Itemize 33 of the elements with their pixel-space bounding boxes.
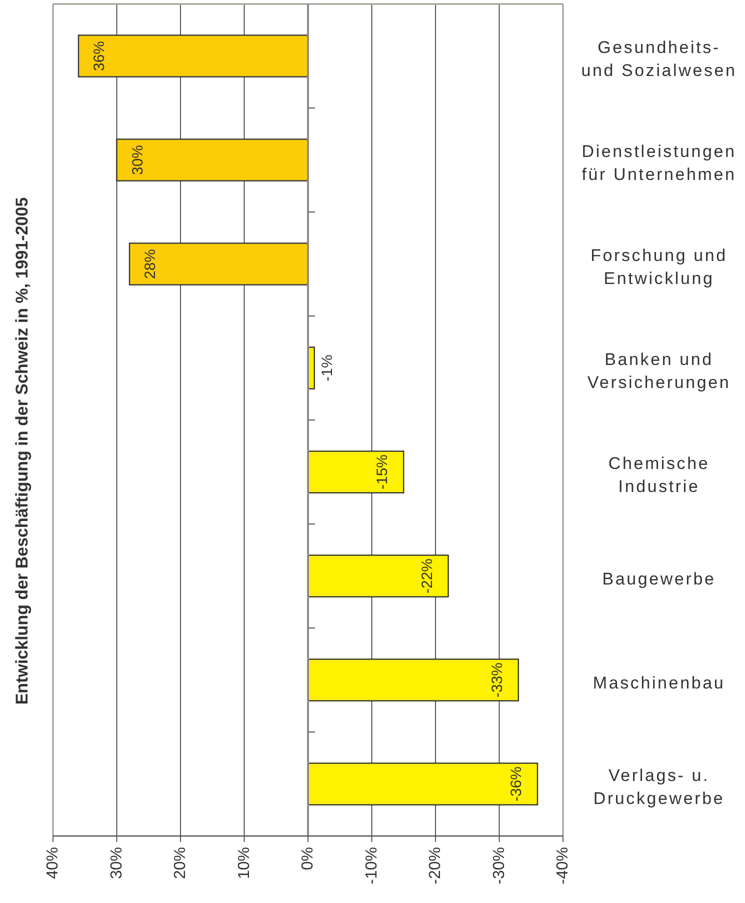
y-tick-label: Chemische Industrie <box>608 454 710 496</box>
data-label: -36% <box>508 766 525 802</box>
x-tick-label: -30% <box>490 847 508 884</box>
x-tick-label: -20% <box>427 847 444 884</box>
x-tick-label: 40% <box>44 847 62 880</box>
y-tick-label: Dienstleistungen für Unternehmen <box>582 142 736 184</box>
data-label: -1% <box>318 354 336 382</box>
bar <box>307 450 404 494</box>
y-tick-label: Verlags- u. Druckgewerbe <box>593 766 725 808</box>
bar <box>307 762 538 806</box>
data-label: 36% <box>91 40 108 72</box>
x-tick-label: -10% <box>363 847 380 884</box>
data-label: -22% <box>418 558 436 594</box>
x-tick-label: 20% <box>172 847 189 880</box>
bar <box>78 34 309 78</box>
x-tick-label: 0% <box>300 847 316 870</box>
data-label: -33% <box>488 662 506 698</box>
x-tick-label: 10% <box>236 847 253 880</box>
x-tick-label: -40% <box>554 847 572 884</box>
data-label: 28% <box>142 248 159 280</box>
y-tick-label: Maschinenbau <box>592 674 726 692</box>
y-tick-label: Baugewerbe <box>602 570 716 588</box>
y-tick-label: Banken und Versicherungen <box>587 350 731 392</box>
bar <box>307 658 519 702</box>
bar <box>116 138 309 182</box>
x-tick-label: 30% <box>108 847 126 880</box>
y-tick-label: Forschung und Entwicklung <box>590 246 728 288</box>
data-label: -15% <box>374 454 392 490</box>
bar <box>128 242 309 286</box>
data-label: 30% <box>129 144 146 176</box>
bar <box>307 554 449 598</box>
y-tick-label: Gesundheits- und Sozialwesen <box>581 38 737 80</box>
y-axis-title: Entwicklung der Beschäftigung in der Schweiz in %, 1991-2005 <box>12 197 32 705</box>
